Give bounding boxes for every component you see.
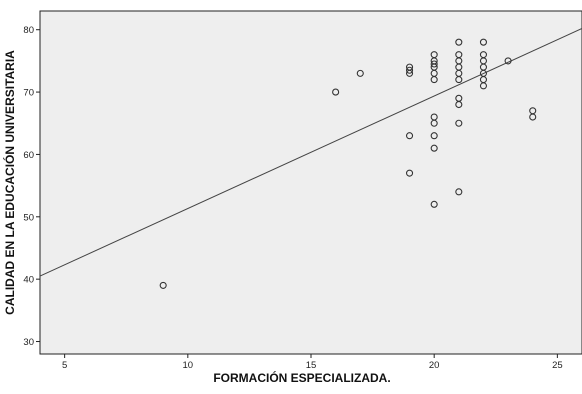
- data-point: [529, 113, 537, 121]
- data-point: [159, 281, 167, 289]
- y-axis-title: CALIDAD EN LA EDUCACIÓN UNIVERSITARIA: [2, 50, 17, 315]
- data-point: [479, 82, 488, 90]
- x-tick-label: 15: [306, 360, 317, 371]
- data-point: [430, 60, 438, 68]
- y-tick-label: 40: [23, 275, 34, 286]
- data-point: [405, 132, 414, 140]
- y-tick-label: 60: [23, 150, 34, 161]
- y-tick-label: 80: [23, 25, 34, 36]
- x-tick-label: 25: [552, 360, 563, 371]
- data-point: [430, 200, 438, 208]
- data-point: [405, 66, 414, 74]
- x-tick-label: 20: [429, 360, 440, 371]
- data-point: [405, 69, 414, 77]
- data-point: [455, 188, 463, 196]
- data-point: [332, 88, 340, 96]
- fit-line-layer: [39, 28, 582, 277]
- axes-layer: 5 10 15 20 25 30 40 50 60 70 80: [23, 25, 562, 371]
- data-point: [430, 132, 438, 140]
- x-tick-label: 5: [62, 360, 67, 371]
- data-point: [430, 76, 438, 84]
- data-point: [430, 144, 438, 152]
- y-tick-label: 70: [23, 88, 34, 99]
- data-point: [504, 57, 512, 65]
- data-point: [356, 69, 364, 77]
- y-tick-label: 30: [23, 337, 34, 348]
- data-point: [455, 100, 463, 109]
- data-point: [455, 38, 463, 46]
- x-axis-title: FORMACIÓN ESPECIALIZADA.: [213, 370, 390, 385]
- fit-line: [39, 28, 582, 277]
- data-point: [405, 169, 414, 177]
- data-point: [430, 119, 438, 127]
- plot-area: [39, 10, 582, 355]
- data-point: [479, 38, 488, 46]
- data-point: [455, 119, 463, 127]
- x-tick-label: 10: [183, 360, 194, 371]
- points-layer: [159, 38, 537, 289]
- data-point: [455, 76, 463, 84]
- y-tick-label: 50: [23, 212, 34, 223]
